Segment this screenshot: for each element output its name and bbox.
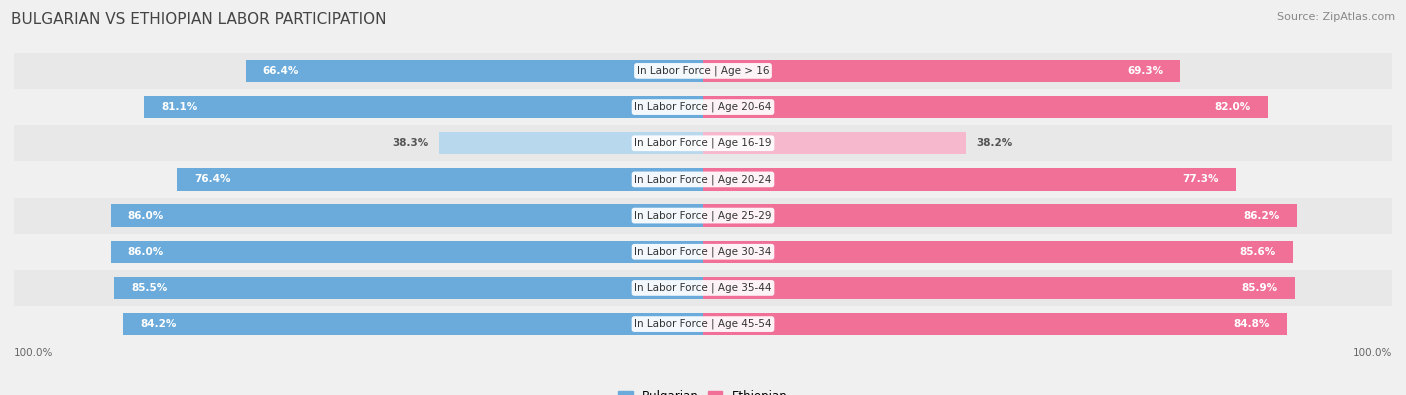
Text: 38.3%: 38.3% <box>392 138 429 148</box>
Text: 84.8%: 84.8% <box>1233 319 1270 329</box>
Text: 81.1%: 81.1% <box>162 102 198 112</box>
Text: 84.2%: 84.2% <box>141 319 177 329</box>
Bar <box>145 96 703 118</box>
Bar <box>177 168 703 191</box>
Bar <box>14 161 1392 198</box>
Text: BULGARIAN VS ETHIOPIAN LABOR PARTICIPATION: BULGARIAN VS ETHIOPIAN LABOR PARTICIPATI… <box>11 12 387 27</box>
Bar <box>703 313 1288 335</box>
Bar <box>246 60 703 82</box>
Bar <box>703 96 1268 118</box>
Text: 82.0%: 82.0% <box>1215 102 1251 112</box>
Bar <box>14 53 1392 89</box>
Text: 86.2%: 86.2% <box>1243 211 1279 220</box>
Bar <box>114 277 703 299</box>
Text: 85.9%: 85.9% <box>1241 283 1278 293</box>
Text: 86.0%: 86.0% <box>128 247 165 257</box>
Text: In Labor Force | Age 20-64: In Labor Force | Age 20-64 <box>634 102 772 112</box>
Text: In Labor Force | Age 25-29: In Labor Force | Age 25-29 <box>634 210 772 221</box>
Text: In Labor Force | Age 30-34: In Labor Force | Age 30-34 <box>634 246 772 257</box>
Text: In Labor Force | Age 20-24: In Labor Force | Age 20-24 <box>634 174 772 185</box>
Bar <box>14 306 1392 342</box>
Bar <box>703 168 1236 191</box>
Bar <box>703 277 1295 299</box>
Text: In Labor Force | Age > 16: In Labor Force | Age > 16 <box>637 66 769 76</box>
Text: 85.5%: 85.5% <box>131 283 167 293</box>
Bar <box>122 313 703 335</box>
Text: 100.0%: 100.0% <box>1353 348 1392 357</box>
Text: 77.3%: 77.3% <box>1182 175 1219 184</box>
Text: In Labor Force | Age 45-54: In Labor Force | Age 45-54 <box>634 319 772 329</box>
Bar <box>14 198 1392 234</box>
Text: 66.4%: 66.4% <box>263 66 299 76</box>
Text: Source: ZipAtlas.com: Source: ZipAtlas.com <box>1277 12 1395 22</box>
Bar <box>703 60 1181 82</box>
Text: In Labor Force | Age 16-19: In Labor Force | Age 16-19 <box>634 138 772 149</box>
Bar <box>439 132 703 154</box>
Text: 38.2%: 38.2% <box>977 138 1012 148</box>
Text: 100.0%: 100.0% <box>14 348 53 357</box>
Text: 76.4%: 76.4% <box>194 175 231 184</box>
Bar <box>703 241 1292 263</box>
Bar <box>14 125 1392 161</box>
Text: 69.3%: 69.3% <box>1128 66 1163 76</box>
Bar <box>14 89 1392 125</box>
Bar <box>14 270 1392 306</box>
Bar <box>111 241 703 263</box>
Text: 85.6%: 85.6% <box>1239 247 1275 257</box>
Text: 86.0%: 86.0% <box>128 211 165 220</box>
Bar <box>14 234 1392 270</box>
Bar <box>703 132 966 154</box>
Bar <box>703 204 1296 227</box>
Text: In Labor Force | Age 35-44: In Labor Force | Age 35-44 <box>634 283 772 293</box>
Bar <box>111 204 703 227</box>
Legend: Bulgarian, Ethiopian: Bulgarian, Ethiopian <box>613 385 793 395</box>
